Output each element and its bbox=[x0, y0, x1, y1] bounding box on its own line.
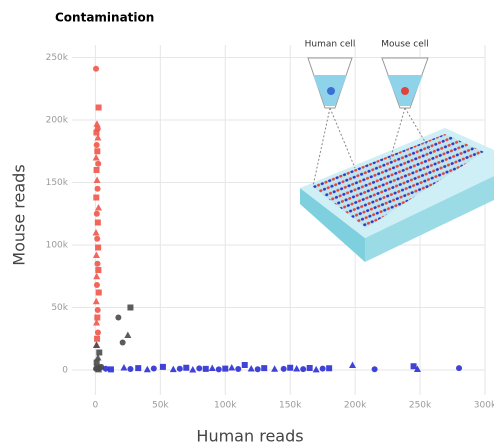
data-point bbox=[127, 305, 133, 311]
data-point bbox=[313, 366, 320, 373]
data-point bbox=[287, 365, 293, 371]
data-point bbox=[95, 330, 101, 336]
data-point bbox=[281, 366, 287, 372]
data-point bbox=[93, 195, 99, 201]
data-point bbox=[94, 336, 100, 342]
y-tick-label: 150k bbox=[46, 178, 69, 188]
annotation: Mouse cell bbox=[381, 40, 429, 50]
data-point bbox=[94, 177, 101, 184]
x-tick-label: 50k bbox=[152, 401, 169, 411]
data-point bbox=[135, 365, 141, 371]
data-point bbox=[120, 340, 126, 346]
data-point bbox=[196, 365, 202, 371]
data-point bbox=[93, 229, 100, 236]
data-point bbox=[115, 315, 121, 321]
chart: Contamination Human reads Mouse reads Hu… bbox=[0, 0, 494, 448]
data-point bbox=[160, 364, 166, 370]
illustration: Human cell Mouse cell bbox=[300, 40, 494, 263]
data-point bbox=[235, 366, 241, 372]
data-point bbox=[120, 364, 127, 371]
data-point bbox=[216, 366, 222, 372]
data-point bbox=[95, 204, 102, 211]
data-point bbox=[228, 364, 235, 371]
data-point bbox=[320, 366, 326, 372]
y-tick-label: 50k bbox=[51, 303, 68, 313]
data-point bbox=[372, 366, 378, 372]
data-point bbox=[248, 365, 255, 372]
data-point bbox=[96, 105, 102, 111]
x-tick-label: 0 bbox=[93, 401, 99, 411]
x-tick-label: 300k bbox=[474, 401, 494, 411]
x-tick-label: 100k bbox=[214, 401, 237, 411]
data-point bbox=[326, 365, 332, 371]
data-point bbox=[127, 366, 133, 372]
data-point bbox=[93, 154, 100, 161]
y-tick-label: 0 bbox=[62, 366, 68, 376]
data-point bbox=[93, 120, 100, 127]
data-point bbox=[103, 366, 109, 372]
data-point bbox=[96, 290, 102, 296]
data-point bbox=[95, 245, 101, 251]
data-point bbox=[95, 220, 101, 226]
x-tick-label: 150k bbox=[279, 401, 302, 411]
y-axis-title: Mouse reads bbox=[10, 164, 29, 265]
data-point bbox=[95, 267, 101, 273]
data-point bbox=[255, 366, 261, 372]
data-point bbox=[183, 365, 189, 371]
data-point bbox=[94, 261, 100, 267]
x-tick-label: 200k bbox=[344, 401, 367, 411]
data-point bbox=[170, 366, 177, 373]
data-point bbox=[94, 167, 100, 173]
data-point bbox=[94, 211, 100, 217]
data-point bbox=[94, 236, 100, 242]
data-point bbox=[456, 365, 462, 371]
data-point bbox=[93, 66, 99, 72]
y-tick-label: 250k bbox=[46, 53, 69, 63]
data-point bbox=[93, 130, 99, 136]
data-point bbox=[261, 365, 267, 371]
y-tick-label: 200k bbox=[46, 116, 69, 126]
data-point bbox=[94, 315, 100, 321]
data-point bbox=[300, 366, 306, 372]
data-point bbox=[108, 366, 114, 372]
data-point bbox=[124, 332, 131, 339]
data-point bbox=[94, 142, 100, 148]
data-point bbox=[96, 350, 102, 356]
data-point bbox=[307, 365, 313, 371]
data-point bbox=[94, 148, 100, 154]
data-point bbox=[209, 365, 216, 372]
data-point bbox=[95, 307, 101, 313]
data-point bbox=[203, 366, 209, 372]
data-point bbox=[93, 298, 100, 305]
data-point bbox=[95, 161, 101, 167]
chart-title: Contamination bbox=[55, 11, 154, 25]
data-point bbox=[189, 366, 196, 373]
data-point bbox=[144, 366, 151, 373]
data-point bbox=[95, 186, 101, 192]
data-point bbox=[222, 366, 228, 372]
x-axis-title: Human reads bbox=[196, 427, 303, 446]
annotation: Human cell bbox=[305, 40, 356, 50]
x-tick-label: 250k bbox=[409, 401, 432, 411]
data-point bbox=[93, 273, 100, 280]
data-point bbox=[151, 366, 157, 372]
data-point bbox=[242, 362, 248, 368]
data-point bbox=[94, 282, 100, 288]
data-point bbox=[411, 363, 417, 369]
data-point bbox=[271, 365, 278, 372]
y-tick-label: 100k bbox=[46, 241, 69, 251]
data-point bbox=[293, 365, 300, 372]
data-point bbox=[93, 342, 100, 349]
data-point bbox=[93, 252, 100, 259]
data-point bbox=[177, 366, 183, 372]
